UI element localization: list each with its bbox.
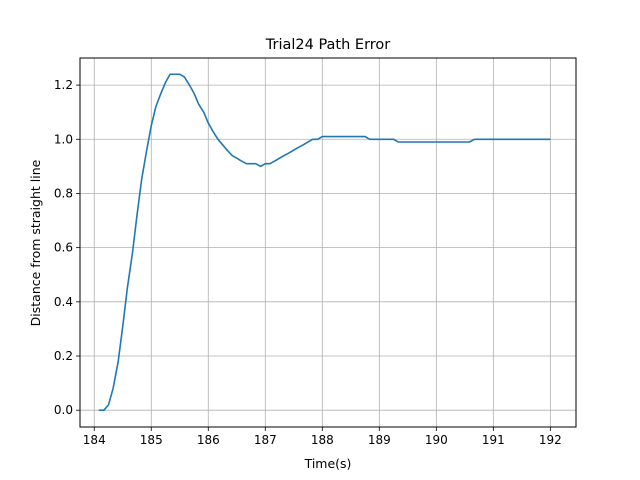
x-tick-label: 189 [368,433,391,447]
x-tick-label: 192 [539,433,562,447]
x-tick-label: 186 [197,433,220,447]
y-tick-label: 1.0 [54,132,73,146]
y-axis-ticks: 0.0 0.2 0.4 0.6 0.8 1.0 1.2 [54,78,80,417]
series-layer [98,73,551,412]
series-line [98,73,551,412]
y-tick-label: 0.8 [54,186,73,200]
x-tick-label: 185 [140,433,163,447]
grid [80,58,576,427]
x-tick-label: 184 [83,433,106,447]
y-tick-label: 0.2 [54,349,73,363]
y-tick-label: 1.2 [54,78,73,92]
y-tick-label: 0.4 [54,295,73,309]
x-tick-label: 187 [254,433,277,447]
x-tick-label: 190 [425,433,448,447]
y-tick-label: 0.0 [54,403,73,417]
y-tick-label: 0.6 [54,241,73,255]
axes-frame [79,57,577,428]
chart-title: Trial24 Path Error [265,37,391,53]
y-axis-label: Distance from straight line [28,159,43,326]
x-axis-label: Time(s) [304,456,352,471]
x-axis-ticks: 184 185 186 187 188 189 190 191 192 [83,427,562,447]
x-tick-label: 191 [482,433,505,447]
x-tick-label: 188 [311,433,334,447]
